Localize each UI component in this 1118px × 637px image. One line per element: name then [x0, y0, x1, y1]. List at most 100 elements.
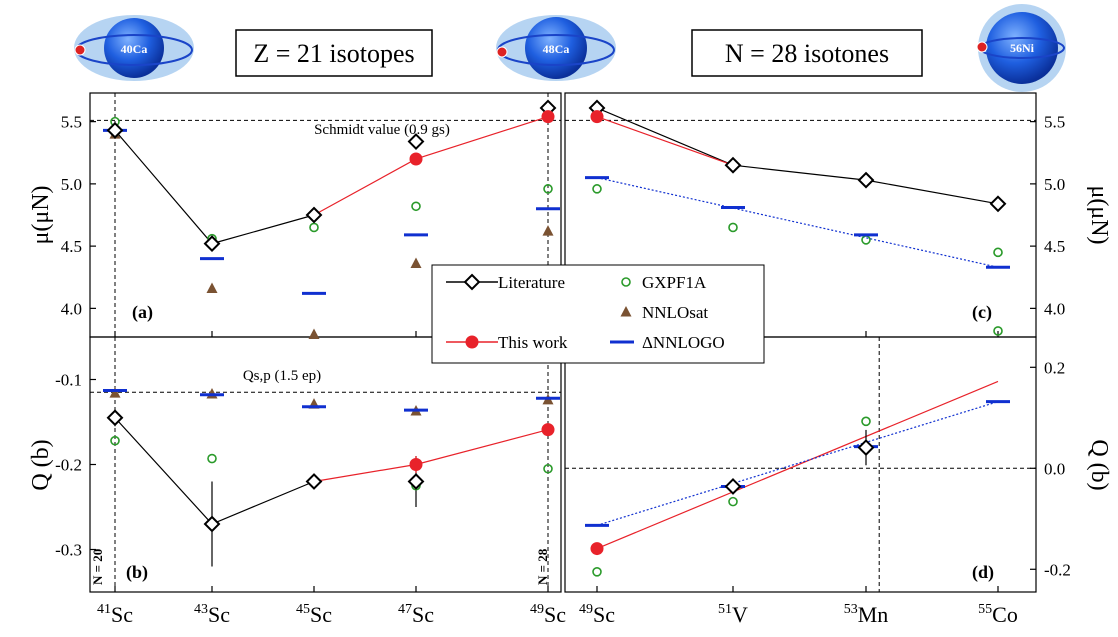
panel-b: -0.1 -0.2 -0.3 41Sc 43Sc 45Sc 47Sc 49Sc	[55, 337, 566, 627]
panel-d-frame	[564, 336, 1037, 593]
data-point	[728, 496, 738, 507]
panel-a-ylabel: μ(μN)	[28, 185, 54, 244]
data-point	[206, 282, 218, 293]
data-point	[409, 152, 423, 166]
left-title-box: Z = 21 isotopes	[235, 29, 433, 77]
panel-b-label: (b)	[126, 562, 148, 583]
trend-line	[596, 380, 999, 550]
trend-line	[596, 401, 999, 526]
data-point	[309, 222, 319, 233]
data-point	[410, 257, 422, 269]
data-point	[728, 222, 738, 233]
data-point	[857, 439, 875, 456]
data-point	[106, 409, 124, 427]
right-title-box: N = 28 isotones	[691, 29, 923, 77]
y-tick-label: -0.2	[55, 456, 82, 475]
data-point	[592, 184, 602, 194]
y-tick-label: 4.5	[1044, 237, 1065, 256]
data-point	[206, 387, 218, 399]
data-point	[857, 171, 875, 189]
x-tick-label: 43Sc	[194, 602, 230, 627]
panel-c-ylabel: μ(μN)	[1086, 185, 1112, 244]
n20-label: N = 20	[90, 549, 105, 585]
legend-label: GXPF1A	[642, 273, 707, 292]
y-tick-label: 5.0	[1044, 175, 1065, 194]
data-point	[541, 423, 555, 437]
panel-c-label: (c)	[972, 302, 992, 323]
x-tick-label: 51V	[718, 602, 748, 627]
data-point	[590, 542, 604, 556]
legend-marker	[621, 277, 631, 287]
legend: Literature GXPF1A NNLOsat This work ΔNNLOGO	[431, 264, 765, 364]
x-tick-label: 45Sc	[296, 602, 332, 627]
panel-a: 4.0 4.5 5.0 5.5	[61, 93, 561, 340]
data-point	[724, 478, 742, 495]
right-title: N = 28 isotones	[725, 39, 889, 68]
y-tick-label: 0.0	[1044, 459, 1065, 478]
n28-label: N = 28	[535, 548, 550, 585]
data-point	[989, 195, 1007, 213]
data-point	[203, 515, 221, 533]
schmidt-value-annotation: Schmidt value (0.9 gs)	[314, 122, 450, 138]
data-point	[308, 328, 320, 340]
data-point	[409, 458, 423, 471]
panel-b-frame	[89, 336, 562, 593]
series-line	[114, 417, 315, 525]
panel-d: 0.2 0.0 -0.2 49Sc 51V 53Mn 55Co	[565, 326, 1071, 627]
data-point	[110, 435, 120, 446]
nucleus-icon-48ca: 48Ca	[496, 15, 616, 81]
y-tick-label: 4.0	[61, 299, 82, 318]
nucleus-label-56ni: 56Ni	[1010, 41, 1035, 55]
series-line	[313, 429, 549, 483]
qsp-annotation: Qs,p (1.5 ep)	[243, 368, 321, 384]
nucleus-label-40ca: 40Ca	[121, 42, 148, 56]
panel-d-label: (d)	[972, 562, 994, 583]
legend-label: NNLOsat	[642, 303, 708, 322]
data-point	[305, 473, 323, 490]
y-tick-label: 4.0	[1044, 299, 1065, 318]
x-tick-label: 55Co	[978, 602, 1018, 627]
panel-a-label: (a)	[132, 302, 153, 323]
data-point	[411, 201, 421, 212]
y-tick-label: 5.0	[61, 175, 82, 194]
series-line	[596, 107, 999, 205]
data-point	[407, 133, 425, 150]
data-point	[993, 326, 1003, 336]
trend-line	[596, 116, 734, 166]
series-line	[114, 129, 315, 245]
x-tick-label: 49Sc	[579, 602, 615, 627]
data-point	[724, 156, 742, 174]
x-tick-label: 47Sc	[398, 602, 434, 627]
y-tick-label: -0.2	[1044, 560, 1071, 579]
legend-label: ΔNNLOGO	[642, 333, 725, 352]
x-tick-label: 41Sc	[97, 602, 133, 627]
legend-marker	[620, 306, 632, 317]
data-point	[407, 473, 425, 490]
trend-line	[596, 177, 999, 268]
data-point	[543, 463, 553, 474]
panel-d-ylabel: Q (b)	[1086, 439, 1112, 490]
data-point	[861, 416, 871, 427]
legend-marker	[465, 335, 479, 349]
nucleus-icon-40ca: 40Ca	[74, 15, 194, 81]
legend-marker	[463, 273, 481, 291]
data-point	[203, 235, 221, 253]
data-point	[592, 567, 602, 577]
y-tick-label: -0.3	[55, 541, 82, 560]
legend-label: This work	[498, 333, 568, 352]
x-tick-label: 49Sc	[530, 602, 566, 627]
data-point	[305, 206, 323, 224]
y-tick-label: 5.5	[61, 113, 82, 132]
nucleus-label-48ca: 48Ca	[543, 42, 570, 56]
y-tick-label: 4.5	[61, 237, 82, 256]
left-title: Z = 21 isotopes	[253, 39, 414, 68]
data-point	[861, 235, 871, 245]
data-point	[109, 387, 121, 398]
data-point	[543, 184, 553, 194]
data-point	[542, 225, 554, 236]
panel-b-ylabel: Q (b)	[28, 439, 54, 490]
panel-c: 4.0 4.5 5.0 5.5	[565, 99, 1065, 337]
data-point	[993, 247, 1003, 258]
